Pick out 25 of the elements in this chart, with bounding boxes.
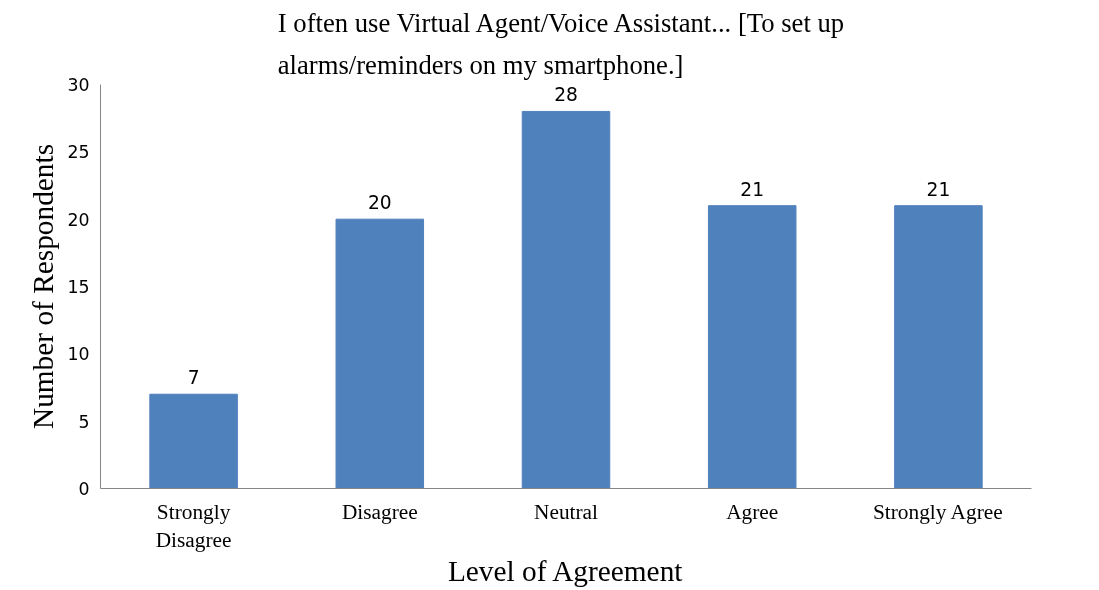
x-tick-label: Neutral (534, 499, 599, 524)
y-tick-label: 20 (67, 209, 90, 230)
data-label: 21 (740, 178, 765, 200)
x-tick-label: Strongly Agree (872, 499, 1003, 524)
data-label: 7 (187, 367, 200, 389)
y-tick-label: 5 (78, 411, 90, 432)
bar (707, 205, 797, 489)
x-tick-label: Agree (726, 499, 779, 524)
y-tick-label: 15 (67, 277, 90, 297)
bar (335, 218, 425, 489)
x-tick-label: Disagree (341, 499, 418, 524)
data-label: 28 (554, 84, 578, 106)
bar (521, 110, 611, 489)
y-tick-label: 10 (67, 344, 90, 365)
data-label: 20 (367, 192, 392, 214)
y-tick-label: 30 (67, 75, 90, 95)
y-tick-label: 0 (78, 479, 90, 499)
bar (149, 393, 238, 489)
x-axis-title: Level of Agreement (447, 555, 683, 588)
data-label: 21 (926, 178, 951, 200)
y-axis-title: Number of Respondents (27, 143, 60, 430)
chart-title: I often use Virtual Agent/Voice Assistant... [To set up alarms/reminders on my smartphone.] (277, 7, 845, 80)
bar (894, 205, 983, 489)
x-tick-label: Strongly Disagree (155, 499, 232, 553)
y-tick-label: 25 (67, 142, 90, 163)
